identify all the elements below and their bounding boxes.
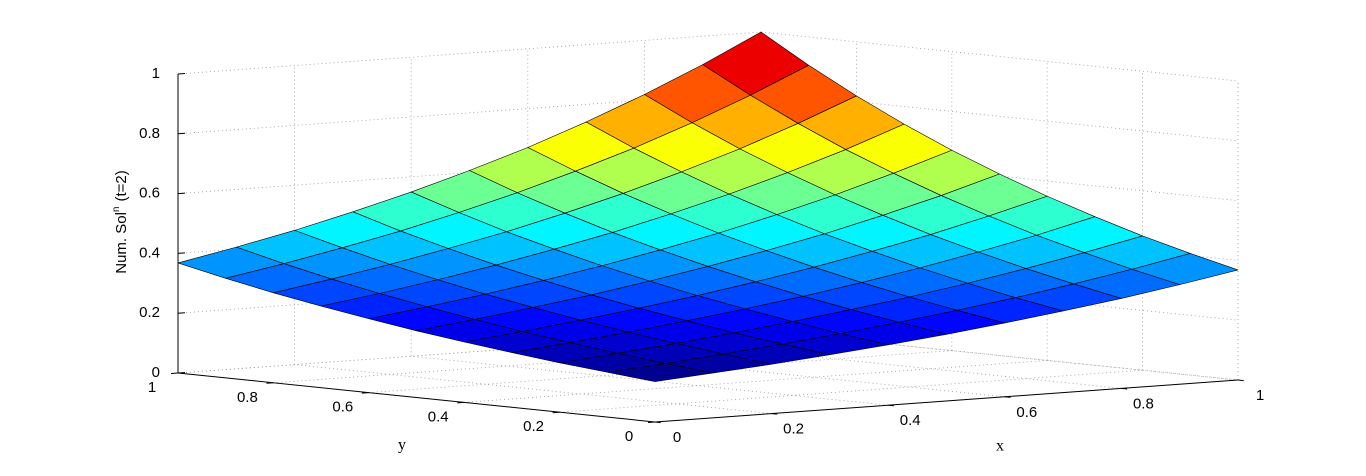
x-tick-label: 0 [673, 429, 681, 446]
y-tick [457, 401, 465, 404]
x-tick [1121, 387, 1128, 390]
z-tick [177, 73, 186, 75]
y-tick-label: 0.4 [428, 408, 449, 425]
grid-line [177, 330, 762, 374]
z-tick-label: 0.6 [139, 185, 160, 202]
x-tick [888, 404, 894, 407]
y-tick [552, 411, 560, 414]
z-tick [177, 132, 186, 135]
z-tick [177, 192, 186, 195]
x-tick [654, 421, 661, 424]
y-tick-label: 0 [625, 428, 633, 445]
x-tick-label: 1 [1256, 387, 1264, 404]
grid-line [464, 360, 1048, 403]
y-tick-label: 1 [148, 379, 156, 396]
z-tick-label: 0.8 [139, 125, 160, 142]
surface-patch [606, 363, 714, 382]
grid-line [559, 369, 1143, 413]
z-label-suffix: (t=2) [113, 170, 130, 201]
y-tick-label: 0.8 [237, 389, 258, 406]
surface [177, 31, 1239, 382]
z-axis-label: Num. Soln (t=2) [111, 170, 130, 274]
y-tick [647, 421, 656, 424]
z-label-sup: n [111, 207, 122, 213]
y-tick [266, 382, 274, 384]
grid-line [177, 31, 762, 75]
z-tick-label: 1 [152, 65, 160, 82]
x-tick-label: 0.6 [1016, 404, 1037, 421]
y-tick [170, 372, 179, 375]
x-tick-label: 0.2 [783, 421, 804, 438]
y-tick [361, 392, 369, 394]
y-axis-line [177, 372, 656, 423]
x-axis-label: x [996, 438, 1004, 455]
x-tick [1004, 396, 1011, 398]
y-tick-label: 0.6 [332, 399, 353, 416]
x-tick [1237, 379, 1244, 382]
z-tick [177, 312, 186, 314]
z-label-main: Num. Sol [113, 212, 130, 274]
grid-line [177, 91, 762, 135]
x-tick-label: 0.8 [1133, 395, 1154, 412]
y-axis-label: y [398, 437, 406, 454]
z-tick-label: 0 [152, 364, 160, 381]
x-axis-line [654, 379, 1239, 423]
z-tick-label: 0.2 [139, 304, 160, 321]
x-tick-label: 0.4 [900, 412, 921, 429]
z-tick [177, 252, 186, 254]
x-tick [771, 413, 778, 415]
z-tick [177, 372, 186, 374]
y-tick-label: 0.2 [523, 418, 544, 435]
axes: 0 0.2 0.4 0.6 0.8 100.20.40.60.8100.20.40.60.… [139, 65, 1264, 446]
z-tick-label: 0.4 [139, 244, 160, 261]
